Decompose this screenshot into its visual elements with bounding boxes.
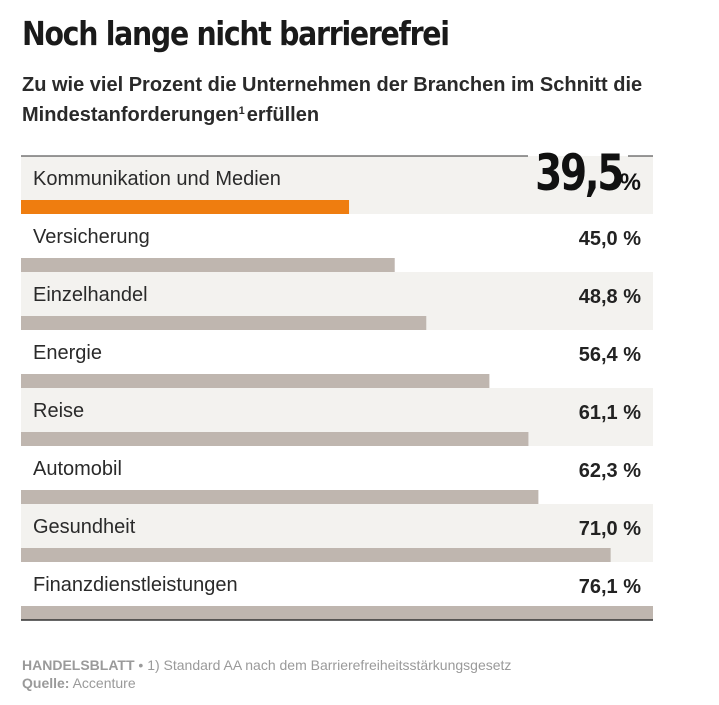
value-label: 71,0 % bbox=[579, 518, 641, 540]
category-label: Automobil bbox=[33, 458, 122, 480]
bar bbox=[21, 606, 653, 620]
footnote-marker: 1 bbox=[238, 105, 245, 117]
category-label: Gesundheit bbox=[33, 516, 136, 538]
footer-separator: • bbox=[138, 657, 144, 673]
bar bbox=[21, 432, 529, 446]
category-label: Reise bbox=[33, 400, 84, 422]
category-label: Finanzdienstleistungen bbox=[33, 574, 238, 596]
category-label: Einzelhandel bbox=[33, 284, 148, 306]
bar bbox=[21, 258, 395, 272]
value-label: 62,3 % bbox=[579, 460, 641, 482]
category-label: Energie bbox=[33, 342, 102, 364]
page-title: Noch lange nicht barrierefrei bbox=[22, 14, 450, 53]
footer-brand: HANDELSBLATT bbox=[22, 657, 135, 673]
footer-line-2: Quelle: Accenture bbox=[22, 674, 511, 692]
bar bbox=[21, 548, 611, 562]
bar bbox=[21, 374, 490, 388]
bar bbox=[21, 490, 539, 504]
highlight-unit: % bbox=[620, 169, 641, 196]
value-label: 45,0 % bbox=[579, 228, 641, 250]
value-label: 61,1 % bbox=[579, 402, 641, 424]
category-label: Versicherung bbox=[33, 226, 150, 248]
source-value: Accenture bbox=[72, 675, 136, 691]
value-label: 56,4 % bbox=[579, 344, 641, 366]
bar bbox=[21, 316, 427, 330]
highlight-value: 39,5 bbox=[535, 143, 622, 202]
source-label: Quelle: bbox=[22, 675, 70, 691]
footer-note: 1) Standard AA nach dem Barrierefreiheit… bbox=[147, 657, 512, 673]
value-label: 76,1 % bbox=[579, 576, 641, 598]
value-label: 48,8 % bbox=[579, 286, 641, 308]
bar bbox=[21, 200, 350, 214]
category-label: Kommunikation und Medien bbox=[33, 168, 281, 190]
footer-line-1: HANDELSBLATT • 1) Standard AA nach dem B… bbox=[22, 656, 511, 674]
subtitle: Zu wie viel Prozent die Unternehmen der … bbox=[22, 72, 672, 128]
footer: HANDELSBLATT • 1) Standard AA nach dem B… bbox=[22, 656, 511, 692]
subtitle-text-end: erfüllen bbox=[246, 104, 320, 126]
subtitle-text: Zu wie viel Prozent die Unternehmen der … bbox=[22, 74, 643, 126]
